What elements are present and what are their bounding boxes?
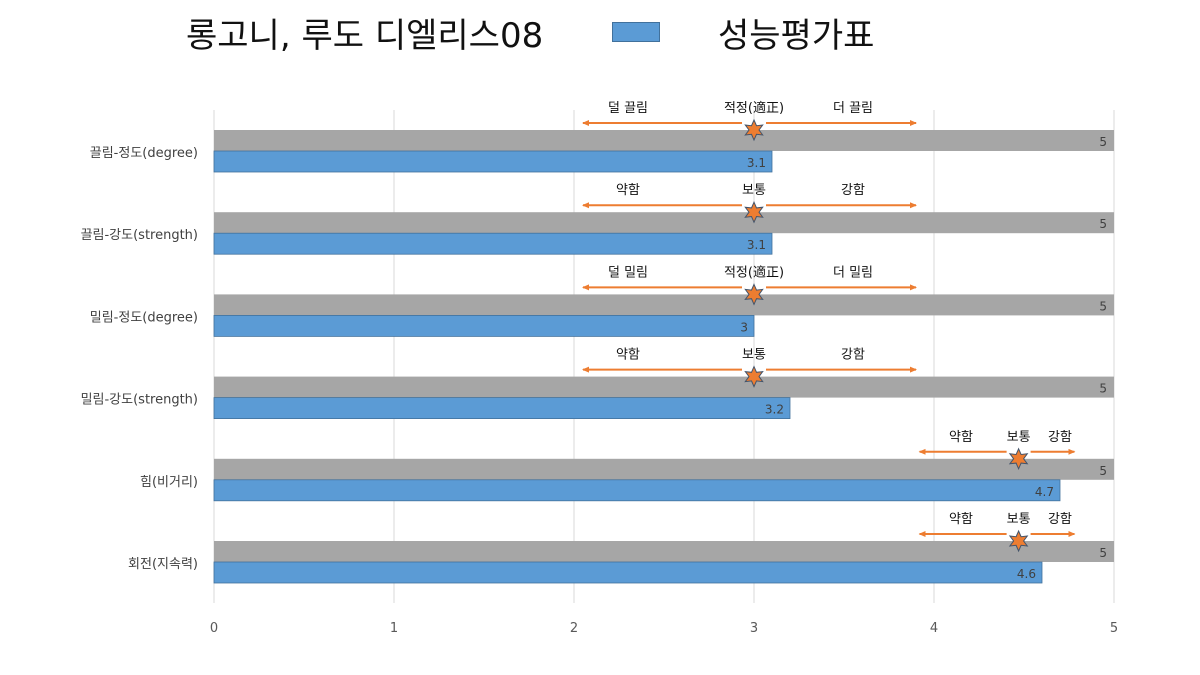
value-bar-label: 3	[740, 320, 748, 334]
max-bar	[214, 130, 1114, 151]
max-bar-label: 5	[1099, 546, 1107, 560]
value-bar	[213, 397, 791, 420]
star-marker	[744, 200, 764, 224]
value-bar	[213, 479, 1061, 502]
star-marker	[744, 118, 764, 142]
category-label: 밀림-강도(strength)	[81, 393, 198, 408]
category-label: 끌림-강도(strength)	[81, 228, 198, 243]
star-marker	[744, 283, 764, 306]
annotation-left-label: 덜 끌림	[608, 101, 648, 116]
annotation-right-label: 더 끌림	[833, 101, 873, 116]
x-tick-label: 5	[1110, 621, 1118, 636]
annotation-center-label: 보통	[742, 183, 766, 198]
annotation-right-label: 강함	[1048, 430, 1072, 445]
annotation-center-label: 보통	[1007, 512, 1031, 527]
legend-swatch	[612, 22, 660, 42]
max-bar-label: 5	[1099, 382, 1107, 396]
value-bar-label: 4.6	[1017, 567, 1036, 581]
star-marker	[1008, 447, 1029, 471]
annotation-left-label: 약함	[949, 512, 973, 527]
max-bar-label: 5	[1099, 464, 1107, 478]
x-tick-label: 1	[390, 621, 398, 636]
category-label: 힘(비거리)	[140, 475, 198, 490]
star-marker	[1008, 529, 1029, 553]
category-label: 끌림-정도(degree)	[90, 146, 198, 161]
value-bar	[213, 561, 1043, 584]
category-label: 회전(지속력)	[128, 557, 198, 572]
chart-title: 롱고니, 루도 디엘리스08	[186, 16, 544, 56]
value-bar	[213, 150, 773, 173]
x-tick-label: 3	[750, 621, 758, 636]
annotation-left-label: 약함	[616, 183, 640, 198]
max-bar-label: 5	[1099, 299, 1107, 313]
max-bar-label: 5	[1099, 135, 1107, 149]
max-bar-label: 5	[1099, 217, 1107, 231]
max-bar	[214, 376, 1114, 398]
annotation-center-label: 적정(適正)	[724, 100, 784, 116]
annotation-right-label: 강함	[841, 348, 865, 363]
x-tick-label: 2	[570, 621, 578, 636]
x-tick-label: 4	[930, 621, 938, 636]
max-bar	[214, 212, 1114, 234]
value-bar	[213, 314, 755, 337]
max-bar	[214, 458, 1114, 480]
legend-label: 성능평가표	[718, 16, 875, 56]
max-bar	[214, 294, 1114, 316]
annotation-center-label: 보통	[1007, 430, 1031, 445]
annotation-left-label: 약함	[616, 348, 640, 363]
value-bar	[213, 232, 773, 255]
value-bar-label: 3.1	[747, 238, 766, 252]
annotation-right-label: 강함	[1048, 512, 1072, 527]
annotation-center-label: 적정(適正)	[724, 264, 784, 280]
x-tick-label: 0	[210, 621, 218, 636]
annotation-left-label: 약함	[949, 430, 973, 445]
annotation-right-label: 강함	[841, 183, 865, 198]
annotation-left-label: 덜 밀림	[608, 265, 648, 280]
max-bar	[214, 541, 1114, 562]
value-bar-label: 4.7	[1035, 485, 1054, 499]
category-label: 밀림-정도(degree)	[90, 310, 198, 325]
value-bar-label: 3.2	[765, 403, 784, 417]
star-marker	[744, 365, 764, 388]
annotation-center-label: 보통	[742, 348, 766, 363]
annotation-right-label: 더 밀림	[833, 265, 873, 280]
value-bar-label: 3.1	[747, 156, 766, 170]
